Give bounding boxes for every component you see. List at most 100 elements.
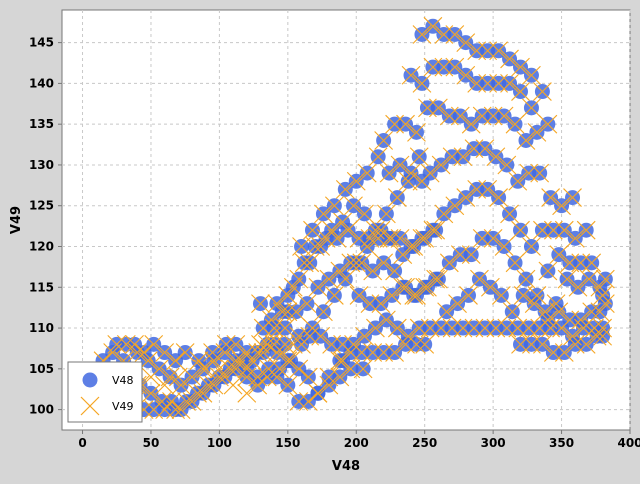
v49-point	[177, 392, 196, 411]
v49-point	[166, 351, 185, 371]
v49-point	[467, 41, 487, 61]
v49-point	[475, 318, 495, 338]
v49-point	[535, 302, 555, 322]
v49-point	[442, 318, 462, 338]
v49-point	[300, 253, 320, 273]
v49-point	[478, 180, 498, 199]
v49-point	[141, 367, 161, 387]
v49-point	[305, 237, 325, 256]
x-tick-label: 200	[344, 436, 369, 450]
v49-point	[344, 334, 363, 354]
v49-point	[385, 261, 404, 281]
v49-point	[283, 334, 303, 354]
v49-point	[409, 318, 429, 338]
v49-point	[582, 253, 602, 273]
v49-point	[355, 326, 374, 346]
v49-point	[322, 220, 342, 240]
v49-point	[522, 65, 541, 85]
v49-point	[582, 302, 602, 322]
v49-point	[353, 359, 373, 379]
v49-point	[330, 261, 350, 281]
v49-point	[204, 375, 224, 395]
v49-point	[398, 326, 418, 346]
v49-point	[216, 334, 236, 354]
v49-point	[272, 302, 292, 322]
v49-point	[237, 367, 257, 387]
v49-point	[237, 343, 257, 362]
v49-point	[251, 334, 270, 354]
v49-point	[489, 188, 508, 207]
x-tick-label: 250	[412, 436, 437, 450]
v49-point	[262, 326, 281, 346]
v49-point	[363, 343, 383, 362]
v49-point	[144, 334, 164, 354]
v49-point	[220, 359, 240, 379]
v49-point	[516, 131, 536, 150]
v49-point	[226, 334, 246, 354]
v49-point	[494, 237, 514, 256]
v49-point	[571, 253, 591, 273]
v49-point	[470, 269, 489, 289]
v49-point	[415, 277, 435, 297]
v49-point	[168, 367, 188, 387]
v49-point	[188, 383, 207, 403]
v49-point	[546, 294, 566, 313]
y-tick-label: 115	[29, 280, 54, 294]
v49-point	[428, 98, 448, 118]
v49-point	[538, 114, 558, 134]
v49-point	[401, 65, 421, 85]
v49-point	[215, 343, 235, 362]
v49-point	[368, 228, 388, 248]
v49-point	[560, 253, 580, 273]
v49-point	[322, 334, 342, 354]
v49-point	[554, 220, 574, 240]
v49-point	[407, 122, 426, 142]
v49-point	[374, 253, 394, 273]
v49-point	[376, 204, 396, 224]
v49-point	[541, 188, 561, 207]
v49-point	[527, 286, 547, 305]
v49-point	[554, 343, 574, 362]
v49-point	[543, 343, 563, 362]
v49-point	[259, 359, 279, 379]
v49-point	[593, 326, 613, 346]
v49-point	[478, 41, 498, 61]
v49-point	[387, 188, 407, 207]
v49-point	[472, 106, 492, 126]
v49-point	[587, 326, 607, 346]
v49-point	[116, 334, 136, 354]
v49-point	[418, 98, 437, 118]
v49-point	[519, 318, 539, 338]
v49-point	[478, 74, 498, 93]
v49-point	[412, 25, 432, 44]
v49-point	[423, 16, 443, 36]
v49-point	[491, 286, 511, 305]
v49-point	[292, 237, 311, 256]
v49-point	[505, 114, 525, 134]
v49-point	[335, 180, 355, 199]
v49-point	[251, 294, 270, 313]
v49-point	[314, 302, 333, 322]
v49-point	[497, 318, 517, 338]
v49-point	[513, 286, 533, 305]
v49-point	[497, 155, 517, 175]
v49-point	[344, 196, 363, 216]
v49-point	[297, 294, 317, 313]
v49-point	[445, 196, 465, 216]
y-axis-label: V49	[9, 206, 24, 234]
v49-point	[420, 318, 440, 338]
legend-box	[67, 361, 143, 423]
v49-point	[210, 367, 229, 387]
v49-point	[456, 188, 476, 207]
v49-point	[155, 400, 175, 420]
v49-point	[508, 318, 528, 338]
v49-point	[237, 359, 257, 379]
v49-point	[376, 310, 396, 330]
legend-v49-marker	[80, 396, 100, 416]
v49-point	[428, 269, 448, 289]
v49-point	[237, 383, 257, 403]
v49-point	[557, 269, 577, 289]
v49-point	[442, 147, 462, 167]
v49-point	[171, 375, 191, 395]
